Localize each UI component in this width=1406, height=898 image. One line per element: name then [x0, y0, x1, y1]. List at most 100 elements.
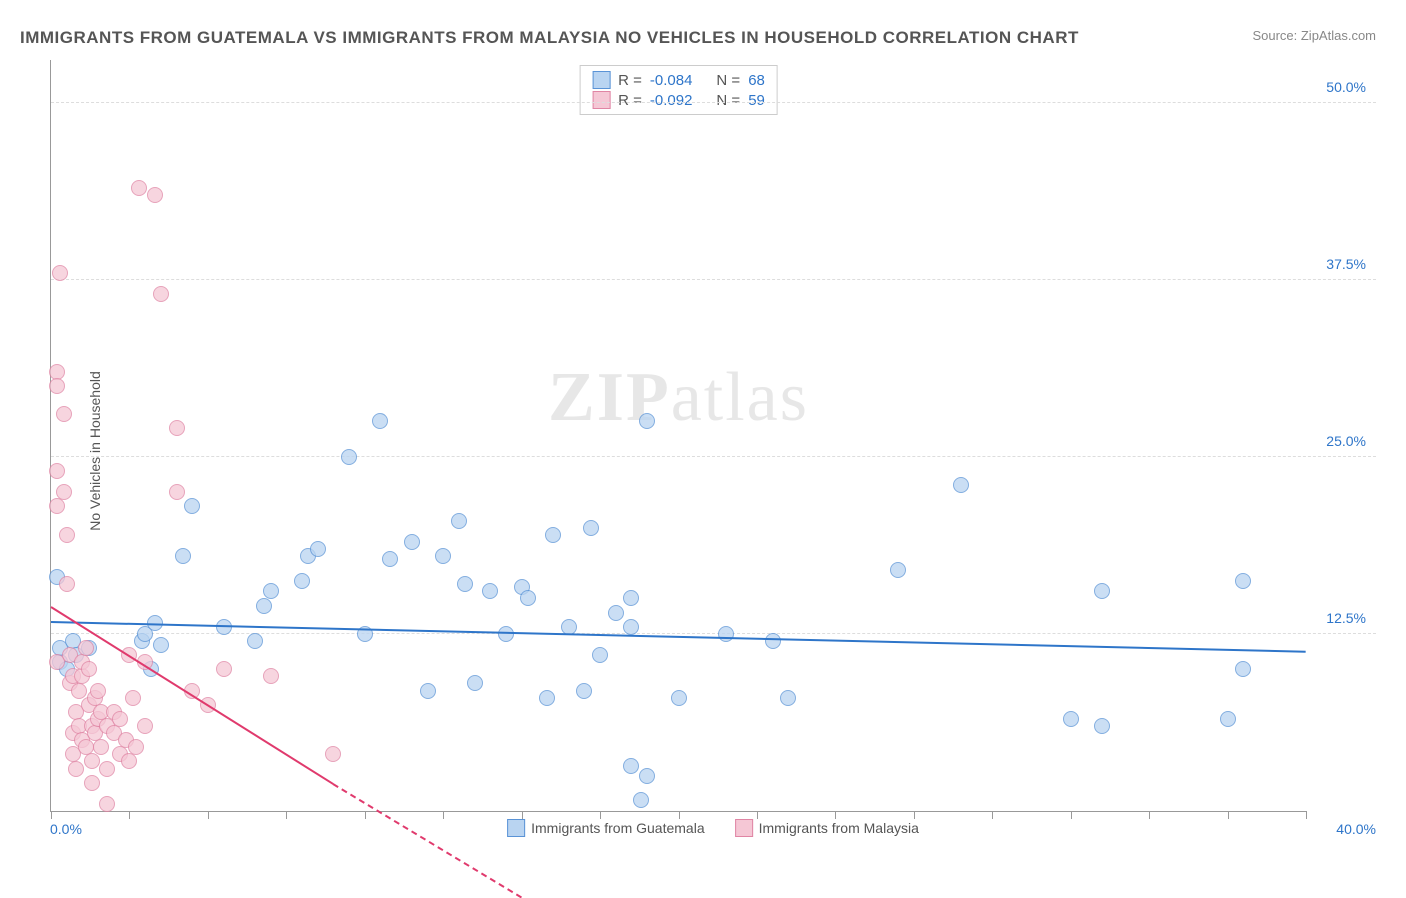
data-point: [404, 534, 420, 550]
stats-row: R = -0.092N = 59: [592, 90, 765, 110]
data-point: [633, 792, 649, 808]
data-point: [90, 683, 106, 699]
data-point: [99, 761, 115, 777]
data-point: [153, 286, 169, 302]
legend-swatch: [592, 71, 610, 89]
x-tick: [600, 811, 601, 819]
r-value: -0.084: [650, 72, 693, 89]
data-point: [71, 683, 87, 699]
data-point: [59, 527, 75, 543]
data-point: [49, 498, 65, 514]
data-point: [420, 683, 436, 699]
data-point: [539, 690, 555, 706]
data-point: [263, 583, 279, 599]
watermark: ZIPatlas: [548, 358, 809, 438]
x-tick: [914, 811, 915, 819]
data-point: [623, 619, 639, 635]
y-tick-label: 37.5%: [1326, 256, 1366, 272]
n-value: 59: [748, 92, 765, 109]
data-point: [294, 573, 310, 589]
data-point: [256, 598, 272, 614]
data-point: [56, 484, 72, 500]
x-tick: [208, 811, 209, 819]
data-point: [59, 576, 75, 592]
data-point: [263, 668, 279, 684]
data-point: [247, 633, 263, 649]
data-point: [1220, 711, 1236, 727]
x-tick: [679, 811, 680, 819]
data-point: [1063, 711, 1079, 727]
data-point: [325, 746, 341, 762]
data-point: [121, 753, 137, 769]
data-point: [49, 463, 65, 479]
y-tick-label: 50.0%: [1326, 79, 1366, 95]
data-point: [382, 551, 398, 567]
data-point: [175, 548, 191, 564]
y-tick-label: 25.0%: [1326, 433, 1366, 449]
data-point: [372, 413, 388, 429]
chart-area: No Vehicles in Household ZIPatlas R = -0…: [50, 60, 1376, 842]
n-label: N =: [716, 72, 740, 89]
data-point: [169, 420, 185, 436]
data-point: [99, 796, 115, 812]
data-point: [68, 761, 84, 777]
data-point: [52, 265, 68, 281]
x-tick: [1228, 811, 1229, 819]
data-point: [467, 675, 483, 691]
legend-item: Immigrants from Guatemala: [507, 819, 705, 837]
data-point: [457, 576, 473, 592]
data-point: [125, 690, 141, 706]
data-point: [131, 180, 147, 196]
data-point: [81, 661, 97, 677]
data-point: [169, 484, 185, 500]
legend-swatch: [592, 91, 610, 109]
data-point: [608, 605, 624, 621]
data-point: [890, 562, 906, 578]
data-point: [1094, 583, 1110, 599]
data-point: [482, 583, 498, 599]
plot-area: ZIPatlas R = -0.084 N = 68R = -0.092N = 5…: [50, 60, 1306, 812]
data-point: [310, 541, 326, 557]
data-point: [1235, 661, 1251, 677]
stats-row: R = -0.084 N = 68: [592, 70, 765, 90]
data-point: [623, 590, 639, 606]
x-tick: [522, 811, 523, 819]
gridline: [51, 456, 1376, 457]
data-point: [520, 590, 536, 606]
data-point: [953, 477, 969, 493]
bottom-legend: Immigrants from GuatemalaImmigrants from…: [507, 819, 919, 837]
data-point: [671, 690, 687, 706]
data-point: [112, 711, 128, 727]
data-point: [137, 718, 153, 734]
x-tick: [443, 811, 444, 819]
data-point: [718, 626, 734, 642]
data-point: [639, 413, 655, 429]
legend-swatch: [507, 819, 525, 837]
source-label: Source: ZipAtlas.com: [1252, 28, 1376, 43]
data-point: [765, 633, 781, 649]
chart-title: IMMIGRANTS FROM GUATEMALA VS IMMIGRANTS …: [20, 28, 1079, 48]
x-max-label: 40.0%: [1336, 821, 1376, 837]
r-label: R =: [618, 92, 642, 109]
x-tick: [51, 811, 52, 819]
data-point: [1235, 573, 1251, 589]
data-point: [451, 513, 467, 529]
y-tick-label: 12.5%: [1326, 610, 1366, 626]
n-value: 68: [748, 72, 765, 89]
watermark-regular: atlas: [671, 359, 809, 436]
r-label: R =: [618, 72, 642, 89]
x-tick: [1071, 811, 1072, 819]
data-point: [56, 406, 72, 422]
data-point: [153, 637, 169, 653]
x-tick: [129, 811, 130, 819]
data-point: [93, 739, 109, 755]
x-tick: [286, 811, 287, 819]
x-tick: [835, 811, 836, 819]
data-point: [623, 758, 639, 774]
data-point: [545, 527, 561, 543]
data-point: [780, 690, 796, 706]
x-tick: [757, 811, 758, 819]
x-min-label: 0.0%: [50, 821, 82, 837]
x-tick: [992, 811, 993, 819]
r-value: -0.092: [650, 92, 693, 109]
